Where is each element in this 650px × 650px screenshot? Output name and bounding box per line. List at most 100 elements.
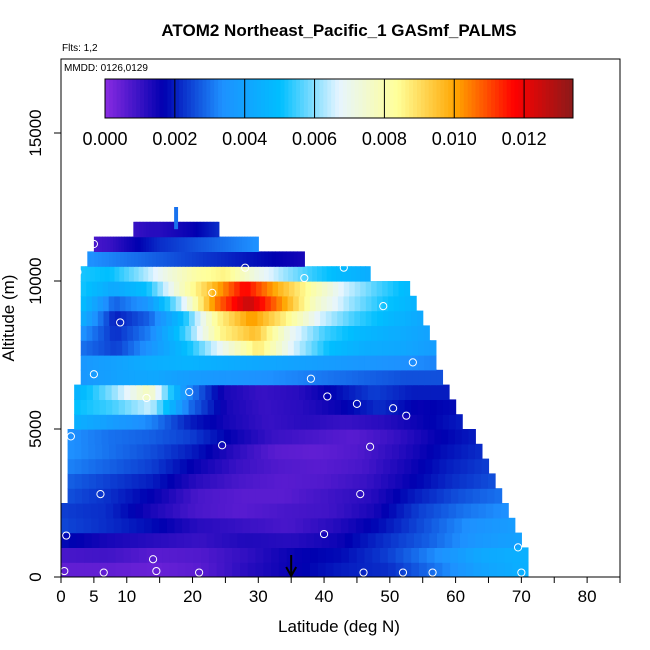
heatmap-cell (378, 414, 386, 430)
heatmap-cell (247, 547, 257, 563)
heatmap-cell (339, 414, 347, 430)
heatmap-cell (380, 429, 388, 445)
heatmap-cell (242, 295, 250, 312)
heatmap-cell (284, 503, 293, 519)
y-tick-label: 10000 (26, 257, 45, 304)
colorbar-segment (545, 79, 551, 118)
heatmap-cell (217, 384, 225, 400)
heatmap-cell (416, 414, 424, 430)
heatmap-cell (96, 236, 100, 252)
heatmap-cell (210, 429, 218, 445)
heatmap-cell (393, 281, 400, 297)
heatmap-cell (237, 325, 244, 341)
sample-point (89, 370, 98, 379)
heatmap-cell (280, 310, 287, 326)
heatmap-cell (232, 547, 241, 563)
heatmap-cell (126, 310, 133, 326)
heatmap-cell (108, 281, 115, 297)
heatmap-cell (177, 251, 182, 267)
heatmap-cell (141, 221, 144, 238)
heatmap-cell (400, 325, 407, 341)
heatmap-cell (132, 310, 139, 326)
heatmap-cell (494, 488, 503, 504)
heatmap-cell (287, 414, 295, 430)
heatmap-cell (171, 414, 179, 430)
heatmap-cell (276, 355, 283, 371)
colorbar-segment (420, 79, 426, 118)
heatmap-cell (107, 532, 116, 548)
heatmap-cell (102, 236, 106, 252)
heatmap-cell (330, 325, 337, 341)
heatmap-cell (460, 458, 469, 474)
heatmap-cell (382, 355, 390, 371)
heatmap-cell (487, 473, 496, 489)
heatmap-cell (109, 251, 114, 267)
heatmap-cell (255, 547, 264, 563)
heatmap-cell (239, 281, 246, 297)
heatmap-cell (336, 443, 345, 460)
heatmap-cell (123, 251, 128, 267)
heatmap-cell (374, 503, 383, 519)
heatmap-cell (191, 443, 200, 460)
heatmap-cell (254, 295, 261, 312)
heatmap-cell (204, 221, 207, 238)
heatmap-cell (136, 221, 139, 238)
heatmap-cell (382, 310, 390, 326)
heatmap-cell (188, 221, 191, 238)
heatmap-cell (411, 562, 420, 577)
heatmap-cell (143, 236, 147, 252)
heatmap-cell (370, 340, 378, 356)
heatmap-cell (160, 310, 167, 326)
heatmap-cell (85, 266, 91, 282)
heatmap-cell (237, 295, 244, 312)
heatmap-cell (325, 562, 334, 577)
heatmap-cell (388, 355, 396, 371)
heatmap-cell (83, 517, 92, 534)
heatmap-cell (430, 369, 438, 386)
heatmap-cell (267, 384, 275, 400)
heatmap-cell (220, 399, 228, 415)
heatmap-cell (178, 236, 183, 252)
heatmap-cell (168, 532, 177, 548)
heatmap-cell (196, 325, 204, 341)
colorbar-segment (272, 79, 278, 118)
heatmap-cell (208, 547, 218, 563)
heatmap-cell (371, 310, 378, 326)
heatmap-cell (479, 488, 488, 504)
heatmap-cell (114, 310, 122, 326)
heatmap-cell (214, 325, 221, 341)
heatmap-cell (173, 221, 176, 238)
heatmap-cell (122, 443, 131, 460)
heatmap-cell (271, 251, 276, 267)
heatmap-cell (341, 562, 350, 577)
heatmap-cell (176, 429, 184, 445)
heatmap-cell (465, 547, 475, 563)
heatmap-cell (319, 414, 327, 430)
heatmap-cell (260, 325, 268, 341)
heatmap-cell (217, 503, 226, 519)
heatmap-cell (225, 266, 231, 282)
colorbar-segment (471, 79, 476, 118)
heatmap-cell (376, 369, 383, 386)
heatmap-cell (280, 517, 289, 534)
heatmap-cell (163, 355, 171, 371)
heatmap-cell (289, 251, 295, 267)
heatmap-cell (358, 355, 366, 371)
heatmap-cell (255, 488, 264, 504)
date-label: MMDD: 0126,0129 (64, 63, 148, 74)
heatmap-cell (305, 355, 313, 371)
heatmap-cell (146, 547, 155, 563)
heatmap-cell (321, 266, 328, 282)
heatmap-cell (97, 295, 104, 312)
heatmap-cell (436, 399, 444, 415)
heatmap-cell (252, 340, 259, 356)
heatmap-cell (382, 369, 389, 386)
heatmap-cell (358, 369, 365, 386)
heatmap-cell (113, 503, 122, 519)
heatmap-cell (309, 443, 317, 460)
heatmap-cell (119, 414, 127, 430)
heatmap-cell (159, 517, 168, 534)
heatmap-cell (255, 562, 264, 577)
heatmap-cell (297, 251, 302, 267)
heatmap-cell (136, 517, 145, 534)
